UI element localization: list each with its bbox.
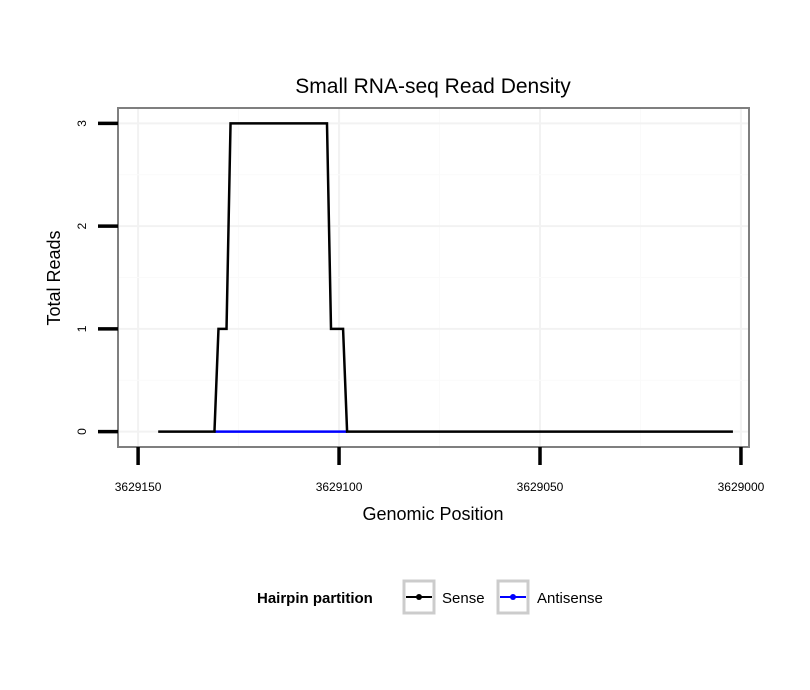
legend-point-sense — [416, 594, 422, 600]
y-axis-title: Total Reads — [44, 230, 64, 325]
data-series — [158, 122, 733, 433]
legend-point-antisense — [510, 594, 516, 600]
x-axis-title: Genomic Position — [362, 504, 503, 524]
x-tick-label: 3629000 — [718, 480, 765, 494]
y-tick-label: 0 — [75, 428, 89, 435]
chart-title: Small RNA-seq Read Density — [295, 75, 571, 98]
legend-title: Hairpin partition — [257, 590, 373, 607]
y-tick-label: 2 — [75, 222, 89, 229]
x-tick-label: 3629100 — [316, 480, 363, 494]
legend: Hairpin partition Sense Antisense — [257, 579, 603, 615]
x-tick-label: 3629050 — [517, 480, 564, 494]
legend-label-antisense: Antisense — [537, 590, 603, 607]
y-axis: 0 1 2 3 — [75, 120, 118, 435]
series-line-sense — [158, 122, 733, 433]
legend-label-sense: Sense — [442, 590, 485, 607]
x-tick-label: 3629150 — [115, 480, 162, 494]
plot-panel-border — [117, 107, 750, 448]
x-axis: 3629150 3629100 3629050 3629000 — [115, 447, 765, 494]
legend-item-sense: Sense — [402, 579, 485, 615]
y-tick-label: 1 — [75, 325, 89, 332]
legend-item-antisense: Antisense — [496, 579, 603, 615]
y-tick-label: 3 — [75, 120, 89, 127]
